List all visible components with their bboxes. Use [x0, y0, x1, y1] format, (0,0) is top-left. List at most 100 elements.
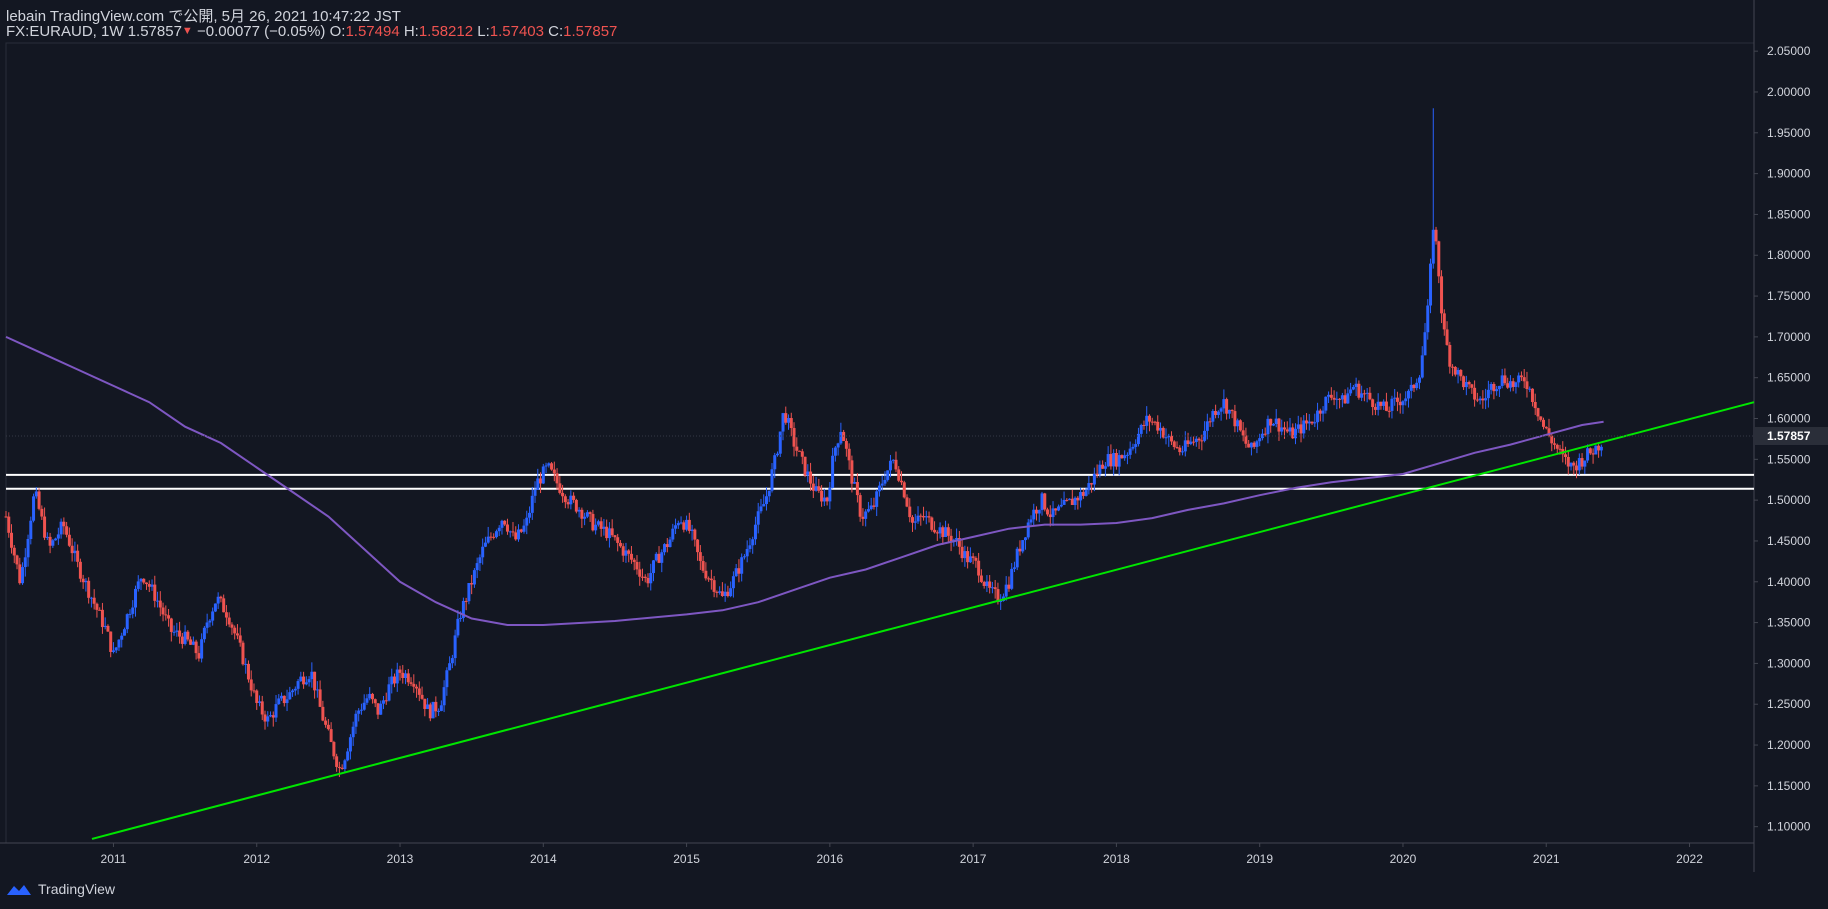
candle-body: [120, 635, 124, 640]
candle-body: [150, 584, 154, 587]
candle-body: [729, 588, 733, 597]
candle-body: [1156, 421, 1160, 431]
candle-body: [1558, 448, 1562, 450]
candle-body: [668, 539, 672, 548]
candle-body: [552, 469, 556, 474]
candle-body: [32, 496, 36, 521]
candle-body: [59, 521, 63, 535]
open-label: O:: [329, 23, 346, 40]
candle-body: [1170, 435, 1174, 442]
candle-body: [1597, 445, 1601, 451]
candle-body: [1332, 397, 1336, 400]
footer-brand-label: TradingView: [38, 881, 116, 897]
candle-body: [365, 698, 369, 703]
candle-body: [963, 551, 967, 559]
candle-body: [448, 663, 452, 671]
y-tick-label: 1.15000: [1767, 779, 1811, 793]
candle-body: [742, 556, 746, 558]
candle-body: [125, 614, 129, 630]
candle-body: [1087, 483, 1091, 491]
candle-body: [1459, 369, 1463, 377]
candle-body: [1335, 398, 1339, 400]
candle-body: [1010, 568, 1014, 589]
candle-body: [913, 521, 917, 523]
candle-body: [197, 653, 201, 659]
candle-body: [985, 581, 989, 586]
candle-body: [1095, 473, 1099, 475]
candle-body: [464, 600, 468, 602]
candle-body: [605, 526, 609, 539]
candle-body: [1586, 448, 1590, 461]
candle-body: [10, 532, 14, 548]
candle-body: [806, 471, 810, 476]
candle-body: [494, 531, 498, 538]
candle-body: [1158, 427, 1162, 431]
candle-body: [1040, 493, 1044, 511]
candle-body: [919, 515, 923, 517]
candle-body: [359, 709, 363, 711]
candle-body: [580, 509, 584, 519]
candle-body: [629, 553, 633, 560]
candle-body: [574, 499, 578, 512]
candle-body: [1271, 424, 1275, 426]
x-tick-label: 2017: [960, 852, 987, 866]
candle-body: [938, 527, 942, 534]
candle-body: [87, 580, 91, 598]
candle-body: [1142, 424, 1146, 426]
candle-body: [1310, 421, 1314, 424]
trendline[interactable]: [91, 401, 1755, 840]
candle-body: [1365, 392, 1369, 394]
candle-body: [968, 556, 972, 563]
candle-body: [809, 471, 813, 484]
candle-body: [329, 729, 333, 743]
candle-body: [709, 578, 713, 581]
candle-body: [643, 576, 647, 579]
candle-body: [1241, 430, 1245, 436]
symbol-label[interactable]: FX:EURAUD, 1W: [6, 23, 124, 40]
candle-body: [48, 536, 52, 546]
candle-body: [1393, 397, 1397, 399]
candle-body: [767, 490, 771, 497]
candle-body: [1139, 424, 1143, 434]
candle-body: [594, 524, 598, 531]
candle-body: [800, 451, 804, 457]
candle-body: [718, 591, 722, 593]
candle-body: [219, 596, 223, 599]
close-label: C:: [548, 23, 564, 40]
candle-body: [599, 521, 603, 529]
candle-body: [1423, 332, 1427, 356]
candle-body: [194, 641, 198, 654]
candle-body: [1216, 411, 1220, 415]
y-tick-label: 1.35000: [1767, 616, 1811, 630]
candle-body: [189, 639, 193, 645]
candle-body: [274, 704, 278, 718]
candle-body: [789, 418, 793, 429]
candle-body: [1442, 313, 1446, 330]
candle-body: [409, 682, 413, 684]
candle-body: [202, 627, 206, 640]
candle-body: [1307, 421, 1311, 424]
candle-body: [1029, 519, 1033, 523]
candle-body: [337, 766, 341, 768]
candle-body: [164, 614, 168, 616]
candle-body: [1324, 396, 1328, 411]
candle-body: [792, 428, 796, 447]
candle-body: [136, 581, 140, 589]
candle-body: [1544, 426, 1548, 429]
candle-body: [561, 492, 565, 497]
candle-body: [1426, 305, 1430, 333]
candle-body: [1230, 409, 1234, 412]
candle-body: [1147, 415, 1151, 422]
candle-body: [514, 532, 518, 540]
candle-body: [522, 525, 526, 532]
candle-body: [1181, 451, 1185, 453]
candle-body: [869, 505, 873, 510]
candle-body: [1263, 433, 1267, 435]
candle-body: [186, 631, 190, 640]
footer-brand[interactable]: TradingView: [6, 881, 115, 897]
candle-body: [459, 617, 463, 619]
candle-body: [888, 460, 892, 471]
candle-body: [1057, 506, 1061, 511]
moving-average-line[interactable]: [5, 335, 1604, 626]
